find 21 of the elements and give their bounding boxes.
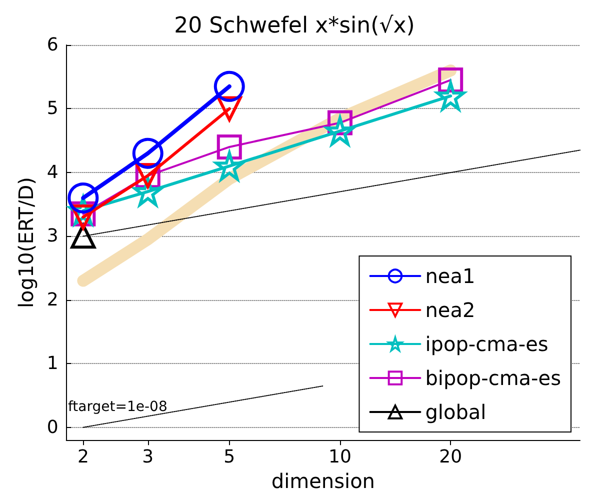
x-axis-title: dimension — [271, 469, 375, 493]
legend-label: bipop-cma-es — [425, 366, 562, 390]
chart-title: 20 Schwefel x*sin(√x) — [174, 14, 415, 38]
y-tick-label: 4 — [46, 162, 58, 183]
x-tick-label: 2 — [77, 446, 89, 468]
y-tick-label: 6 — [46, 34, 58, 56]
x-tick-label: 3 — [142, 446, 154, 468]
y-tick-label: 2 — [46, 289, 58, 310]
annotation: ftarget=1e-08 — [68, 399, 168, 415]
legend-label: global — [425, 400, 486, 424]
x-tick-label: 20 — [439, 446, 462, 468]
x-tick-label: 5 — [224, 446, 236, 468]
y-tick-label: 1 — [46, 353, 58, 374]
y-tick-label: 5 — [46, 98, 58, 120]
legend-label: nea1 — [425, 264, 476, 288]
legend-label: nea2 — [425, 298, 476, 322]
y-axis-title: log10(ERT/D) — [14, 177, 38, 308]
y-tick-label: 0 — [46, 416, 58, 438]
x-tick-label: 10 — [328, 446, 352, 468]
y-tick-label: 3 — [46, 226, 58, 247]
legend-label: ipop-cma-es — [425, 332, 548, 356]
